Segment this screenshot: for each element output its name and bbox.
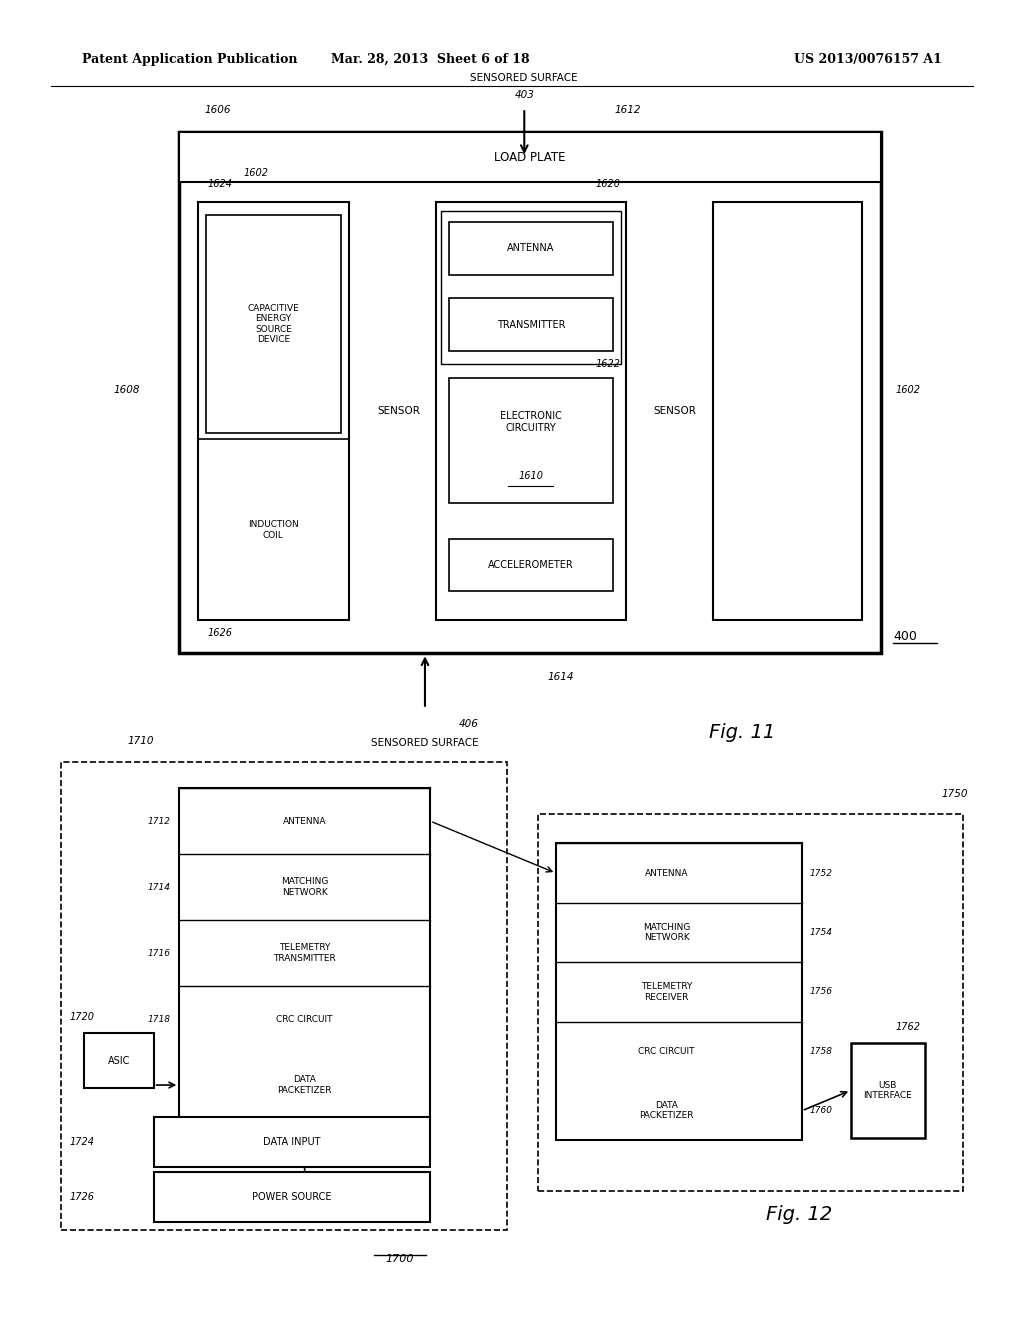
Text: 1754: 1754 xyxy=(810,928,833,937)
Text: 1726: 1726 xyxy=(70,1192,94,1203)
Text: ANTENNA: ANTENNA xyxy=(645,869,688,878)
Text: Patent Application Publication: Patent Application Publication xyxy=(82,53,297,66)
Bar xyxy=(441,211,621,364)
Text: SENSORED SURFACE: SENSORED SURFACE xyxy=(470,73,579,83)
Bar xyxy=(449,222,613,275)
Text: ACCELEROMETER: ACCELEROMETER xyxy=(488,560,573,570)
Text: CAPACITIVE
ENERGY
SOURCE
DEVICE: CAPACITIVE ENERGY SOURCE DEVICE xyxy=(248,304,299,345)
Text: 1718: 1718 xyxy=(148,1015,171,1023)
Text: ANTENNA: ANTENNA xyxy=(507,243,555,253)
Text: 1758: 1758 xyxy=(810,1047,833,1056)
Text: MATCHING
NETWORK: MATCHING NETWORK xyxy=(643,923,690,942)
Text: 1762: 1762 xyxy=(895,1022,921,1032)
Bar xyxy=(84,1032,154,1088)
Bar xyxy=(538,814,963,1191)
Text: LOAD PLATE: LOAD PLATE xyxy=(495,150,565,164)
Text: TRANSMITTER: TRANSMITTER xyxy=(497,319,565,330)
Text: 1750: 1750 xyxy=(941,788,968,799)
Text: 400: 400 xyxy=(893,630,916,643)
Bar xyxy=(154,1117,430,1167)
Text: POWER SOURCE: POWER SOURCE xyxy=(252,1192,332,1203)
Text: USB
INTERFACE: USB INTERFACE xyxy=(863,1081,912,1100)
Text: 1624: 1624 xyxy=(208,178,232,189)
Bar xyxy=(851,1043,925,1138)
Text: DATA
PACKETIZER: DATA PACKETIZER xyxy=(278,1076,332,1094)
Text: Fig. 11: Fig. 11 xyxy=(710,723,775,742)
Bar xyxy=(436,202,626,620)
Text: SENSORED SURFACE: SENSORED SURFACE xyxy=(371,738,479,748)
Text: ASIC: ASIC xyxy=(108,1056,130,1065)
Text: MATCHING
NETWORK: MATCHING NETWORK xyxy=(281,878,329,896)
Text: US 2013/0076157 A1: US 2013/0076157 A1 xyxy=(795,53,942,66)
Text: 403: 403 xyxy=(514,90,535,100)
Text: TELEMETRY
RECEIVER: TELEMETRY RECEIVER xyxy=(641,982,692,1002)
Text: 1622: 1622 xyxy=(596,359,621,370)
Text: 1602: 1602 xyxy=(244,168,268,178)
Text: TELEMETRY
TRANSMITTER: TELEMETRY TRANSMITTER xyxy=(273,944,336,962)
Text: ANTENNA: ANTENNA xyxy=(283,817,327,825)
Text: DATA INPUT: DATA INPUT xyxy=(263,1137,321,1147)
Bar xyxy=(154,1172,430,1222)
Text: Mar. 28, 2013  Sheet 6 of 18: Mar. 28, 2013 Sheet 6 of 18 xyxy=(331,53,529,66)
Text: CRC CIRCUIT: CRC CIRCUIT xyxy=(276,1015,333,1023)
Text: 1602: 1602 xyxy=(896,385,921,395)
Text: 1752: 1752 xyxy=(810,869,833,878)
Text: 1756: 1756 xyxy=(810,987,833,997)
Bar xyxy=(179,788,430,1118)
Text: 1716: 1716 xyxy=(148,949,171,957)
Text: 1714: 1714 xyxy=(148,883,171,891)
Bar xyxy=(206,215,341,433)
Text: 1610: 1610 xyxy=(518,471,544,480)
Bar xyxy=(449,298,613,351)
Text: 1608: 1608 xyxy=(114,385,140,395)
Text: 1722: 1722 xyxy=(280,1131,304,1142)
Text: 1760: 1760 xyxy=(810,1106,833,1115)
Text: 1626: 1626 xyxy=(208,628,232,639)
Bar xyxy=(61,762,507,1230)
Bar xyxy=(556,843,802,1140)
Text: 1710: 1710 xyxy=(128,735,155,746)
Text: CRC CIRCUIT: CRC CIRCUIT xyxy=(638,1047,695,1056)
Text: 1724: 1724 xyxy=(70,1137,94,1147)
Text: Fig. 12: Fig. 12 xyxy=(766,1205,831,1224)
Bar xyxy=(179,132,881,182)
Bar xyxy=(198,202,349,620)
Text: 406: 406 xyxy=(459,718,478,729)
Bar xyxy=(179,132,881,653)
Text: 1606: 1606 xyxy=(205,104,231,115)
Text: DATA
PACKETIZER: DATA PACKETIZER xyxy=(639,1101,694,1121)
Bar xyxy=(449,539,613,591)
Text: SENSOR: SENSOR xyxy=(653,407,696,416)
Text: INDUCTION
COIL: INDUCTION COIL xyxy=(248,520,299,540)
Text: 1720: 1720 xyxy=(70,1012,94,1022)
Bar xyxy=(713,202,862,620)
Text: 1712: 1712 xyxy=(148,817,171,825)
Text: 1612: 1612 xyxy=(614,104,641,115)
Text: 1614: 1614 xyxy=(548,672,574,682)
Text: 1620: 1620 xyxy=(596,178,621,189)
Bar xyxy=(449,378,613,503)
Text: SENSOR: SENSOR xyxy=(377,407,420,416)
Text: 1700: 1700 xyxy=(386,1254,415,1265)
Text: ELECTRONIC
CIRCUITRY: ELECTRONIC CIRCUITRY xyxy=(500,411,562,433)
